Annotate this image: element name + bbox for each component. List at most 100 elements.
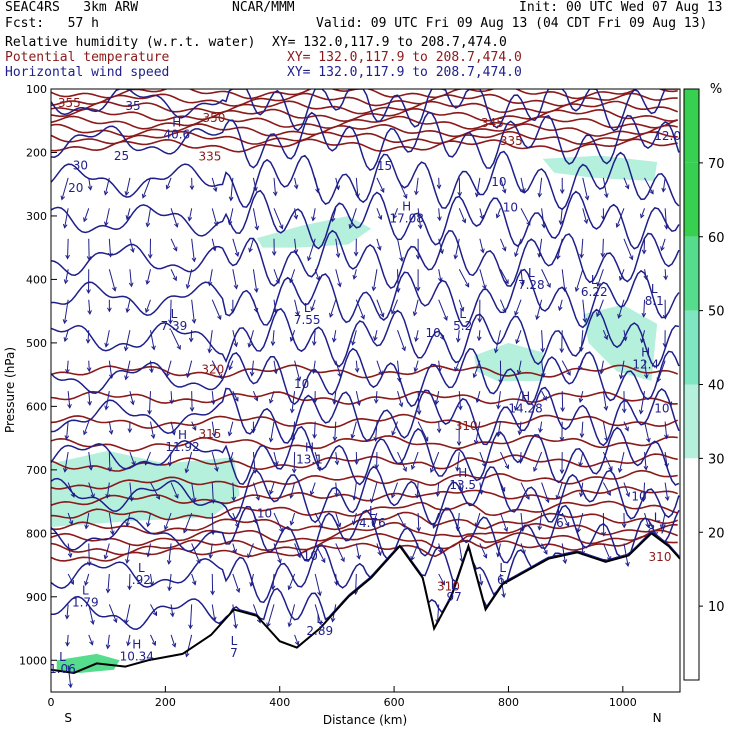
wind-vector-95 bbox=[170, 604, 175, 618]
extremum-mark-6: L bbox=[304, 301, 311, 315]
wind-vector-110 bbox=[191, 573, 197, 586]
wind-vector-347 bbox=[541, 390, 547, 401]
theta-contour-15 bbox=[51, 500, 678, 521]
wind-vector-408 bbox=[643, 269, 649, 281]
wind-vector-270 bbox=[410, 543, 419, 562]
wind-vector-292 bbox=[454, 360, 460, 372]
wind-vector-349 bbox=[533, 451, 543, 473]
wind-vector-161 bbox=[273, 269, 281, 285]
wind-vector-251 bbox=[397, 330, 406, 352]
extremum-value-2: 7.28 bbox=[518, 278, 545, 292]
theta-contour-9 bbox=[51, 390, 678, 405]
wind-vector-150 bbox=[252, 390, 259, 402]
colorbar-band-0 bbox=[684, 89, 699, 163]
wind-vector-410 bbox=[640, 330, 646, 344]
wind-vector-362 bbox=[559, 452, 565, 475]
extremum-mark-13: L bbox=[369, 504, 376, 518]
extremum-value-4: 8.1 bbox=[645, 294, 664, 308]
wind-vector-59 bbox=[129, 482, 134, 502]
wind-vector-109 bbox=[191, 543, 201, 564]
wind-vector-159 bbox=[273, 208, 284, 230]
theta-contour-17 bbox=[51, 521, 678, 547]
wind-vector-327 bbox=[520, 177, 526, 194]
wind-vector-320 bbox=[496, 391, 501, 410]
wind-vector-284 bbox=[438, 573, 445, 586]
wind-vector-54 bbox=[123, 330, 131, 352]
wind-vector-280 bbox=[429, 451, 440, 474]
field-label-wind: Horizontal wind speed bbox=[5, 65, 170, 80]
extremum-mark-12: H bbox=[458, 466, 467, 480]
wind-vector-265 bbox=[416, 391, 422, 416]
wind-vector-80 bbox=[150, 634, 157, 647]
extremum-mark-8: H bbox=[641, 345, 650, 359]
wind-vector-175 bbox=[293, 238, 299, 255]
extremum-mark-15: L bbox=[654, 510, 661, 524]
wind-vector-125 bbox=[208, 543, 214, 559]
wind-vector-93 bbox=[166, 543, 172, 565]
wind-vector-264 bbox=[413, 360, 419, 373]
wind-vector-56 bbox=[129, 391, 135, 406]
wind-vector-248 bbox=[397, 238, 404, 263]
wind-vector-106 bbox=[184, 451, 193, 474]
wind-vector-355 bbox=[556, 238, 563, 260]
wind-vector-397 bbox=[622, 330, 628, 342]
wind-vector-180 bbox=[289, 391, 296, 414]
wind-vector-92 bbox=[163, 512, 172, 531]
wind-vector-308 bbox=[479, 451, 487, 468]
wind-vector-196 bbox=[312, 391, 318, 404]
wind-vector-275 bbox=[438, 299, 448, 321]
wind-vector-339 bbox=[520, 543, 526, 555]
wind-vector-390 bbox=[601, 512, 607, 537]
wind-vector-236 bbox=[371, 269, 378, 292]
wind-vector-297 bbox=[455, 512, 461, 532]
wind-vector-296 bbox=[458, 482, 464, 494]
wind-vector-333 bbox=[516, 360, 522, 375]
colorbar-band-5 bbox=[684, 458, 699, 533]
wind-vector-27 bbox=[88, 482, 95, 499]
org-label: NCAR/MMM bbox=[232, 0, 295, 15]
wind-vector-340 bbox=[537, 177, 543, 198]
wind-vector-387 bbox=[602, 421, 609, 443]
wind-vector-72 bbox=[147, 391, 152, 415]
wind-vector-203 bbox=[314, 604, 323, 626]
wind-vector-15 bbox=[65, 634, 70, 647]
wind-vector-373 bbox=[578, 391, 584, 403]
wind-vector-392 bbox=[623, 177, 630, 190]
speed-contour-2 bbox=[51, 150, 680, 211]
wind-vector-356 bbox=[561, 269, 567, 293]
wind-vector-68 bbox=[145, 269, 151, 285]
wind-vector-190 bbox=[311, 208, 316, 222]
wind-vector-427 bbox=[664, 482, 670, 502]
wind-vector-88 bbox=[169, 391, 175, 405]
wind-vector-317 bbox=[499, 299, 507, 313]
wind-vector-226 bbox=[355, 391, 361, 407]
wind-vector-401 bbox=[617, 451, 625, 474]
theta-contour-10 bbox=[51, 413, 679, 429]
wind-vector-6 bbox=[65, 360, 70, 374]
wind-vector-45 bbox=[103, 543, 110, 560]
wind-vector-39 bbox=[108, 360, 114, 380]
terrain-line bbox=[51, 532, 680, 674]
extremum-mark-21: L bbox=[231, 634, 238, 648]
extremum-mark-4: L bbox=[651, 282, 658, 296]
wind-vector-257 bbox=[397, 512, 406, 529]
valid-time: Valid: 09 UTC Fri 09 Aug 13 (04 CDT Fri … bbox=[316, 16, 708, 31]
wind-vector-77 bbox=[146, 543, 151, 558]
x-tick-label-3: 600 bbox=[384, 696, 405, 709]
wind-vector-21 bbox=[87, 299, 92, 316]
wind-vector-101 bbox=[191, 299, 197, 324]
wind-vector-260 bbox=[415, 238, 421, 260]
wind-vector-156 bbox=[249, 573, 254, 588]
speed-label-13: 12.0 bbox=[654, 129, 681, 143]
wind-vector-34 bbox=[103, 208, 110, 227]
wind-vector-8 bbox=[64, 421, 70, 441]
colorbar-band-6 bbox=[684, 532, 699, 607]
wind-vector-43 bbox=[105, 482, 111, 499]
wind-vector-249 bbox=[395, 269, 401, 293]
wind-vector-277 bbox=[437, 360, 442, 373]
wind-vector-293 bbox=[457, 391, 463, 411]
wind-vector-342 bbox=[537, 238, 543, 258]
wind-vector-167 bbox=[273, 451, 279, 467]
wind-vector-78 bbox=[149, 573, 155, 587]
wind-vector-64 bbox=[126, 634, 131, 647]
